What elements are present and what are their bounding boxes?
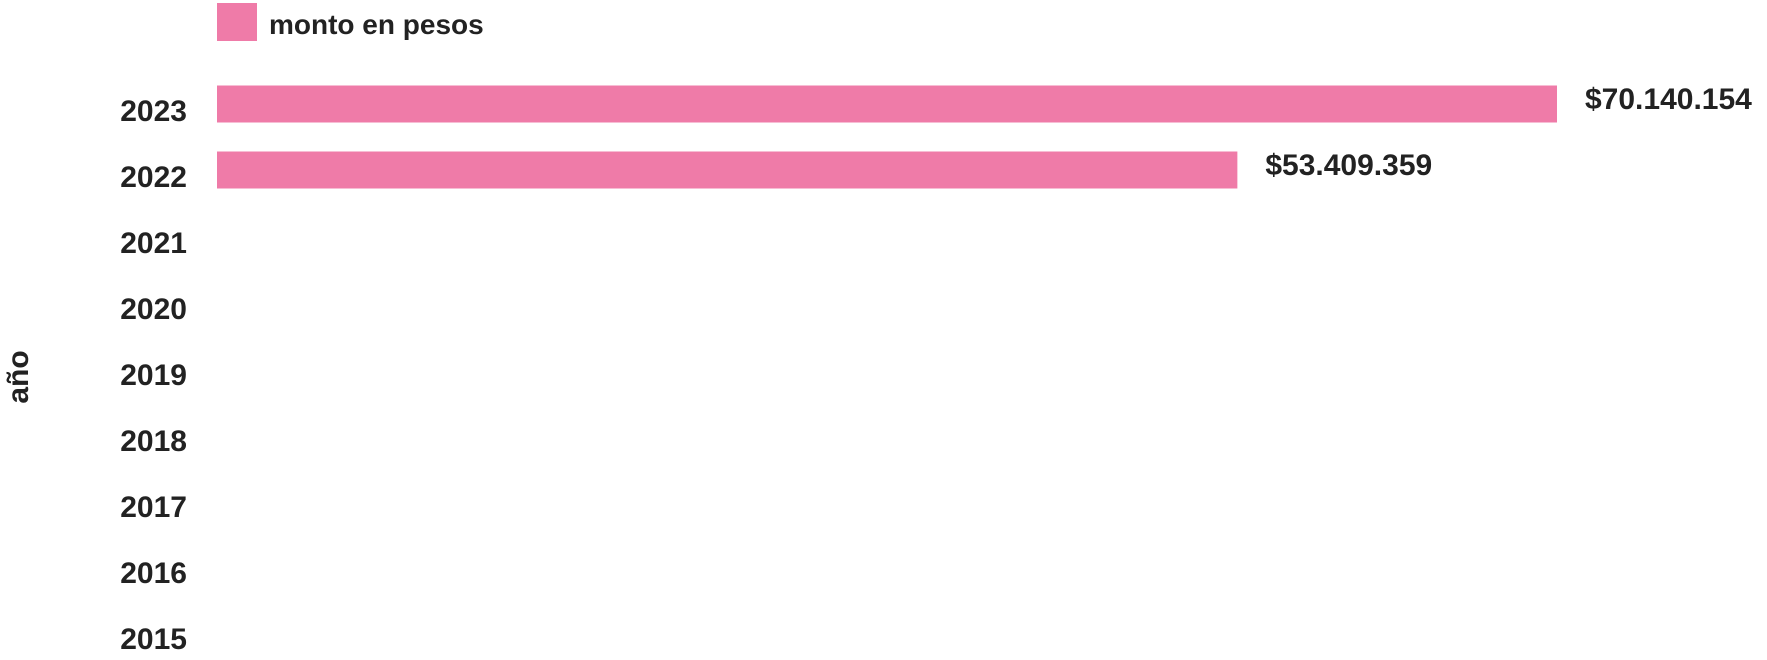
y-tick-labels: 2023 2022 2021 2020 2019 2018 2017 2016 2015 (120, 95, 187, 656)
y-tick-label: 2015 (120, 623, 187, 656)
legend-swatch (217, 3, 257, 41)
data-labels: $70.140.154 $53.409.359 (1265, 83, 1752, 182)
y-tick-label: 2020 (120, 293, 187, 326)
bar (217, 85, 1557, 123)
bars (217, 85, 1557, 189)
y-tick-label: 2017 (120, 491, 187, 524)
y-tick-label: 2018 (120, 425, 187, 458)
y-tick-label: 2021 (120, 227, 187, 260)
bar (217, 151, 1238, 189)
legend-label: monto en pesos (269, 9, 484, 40)
y-tick-label: 2023 (120, 95, 187, 128)
y-tick-label: 2016 (120, 557, 187, 590)
y-tick-label: 2019 (120, 359, 187, 392)
y-axis-title: año (2, 350, 35, 403)
bar-value-label: $53.409.359 (1265, 149, 1432, 182)
y-tick-label: 2022 (120, 161, 187, 194)
legend: monto en pesos (217, 3, 484, 41)
bar-value-label: $70.140.154 (1585, 83, 1752, 116)
